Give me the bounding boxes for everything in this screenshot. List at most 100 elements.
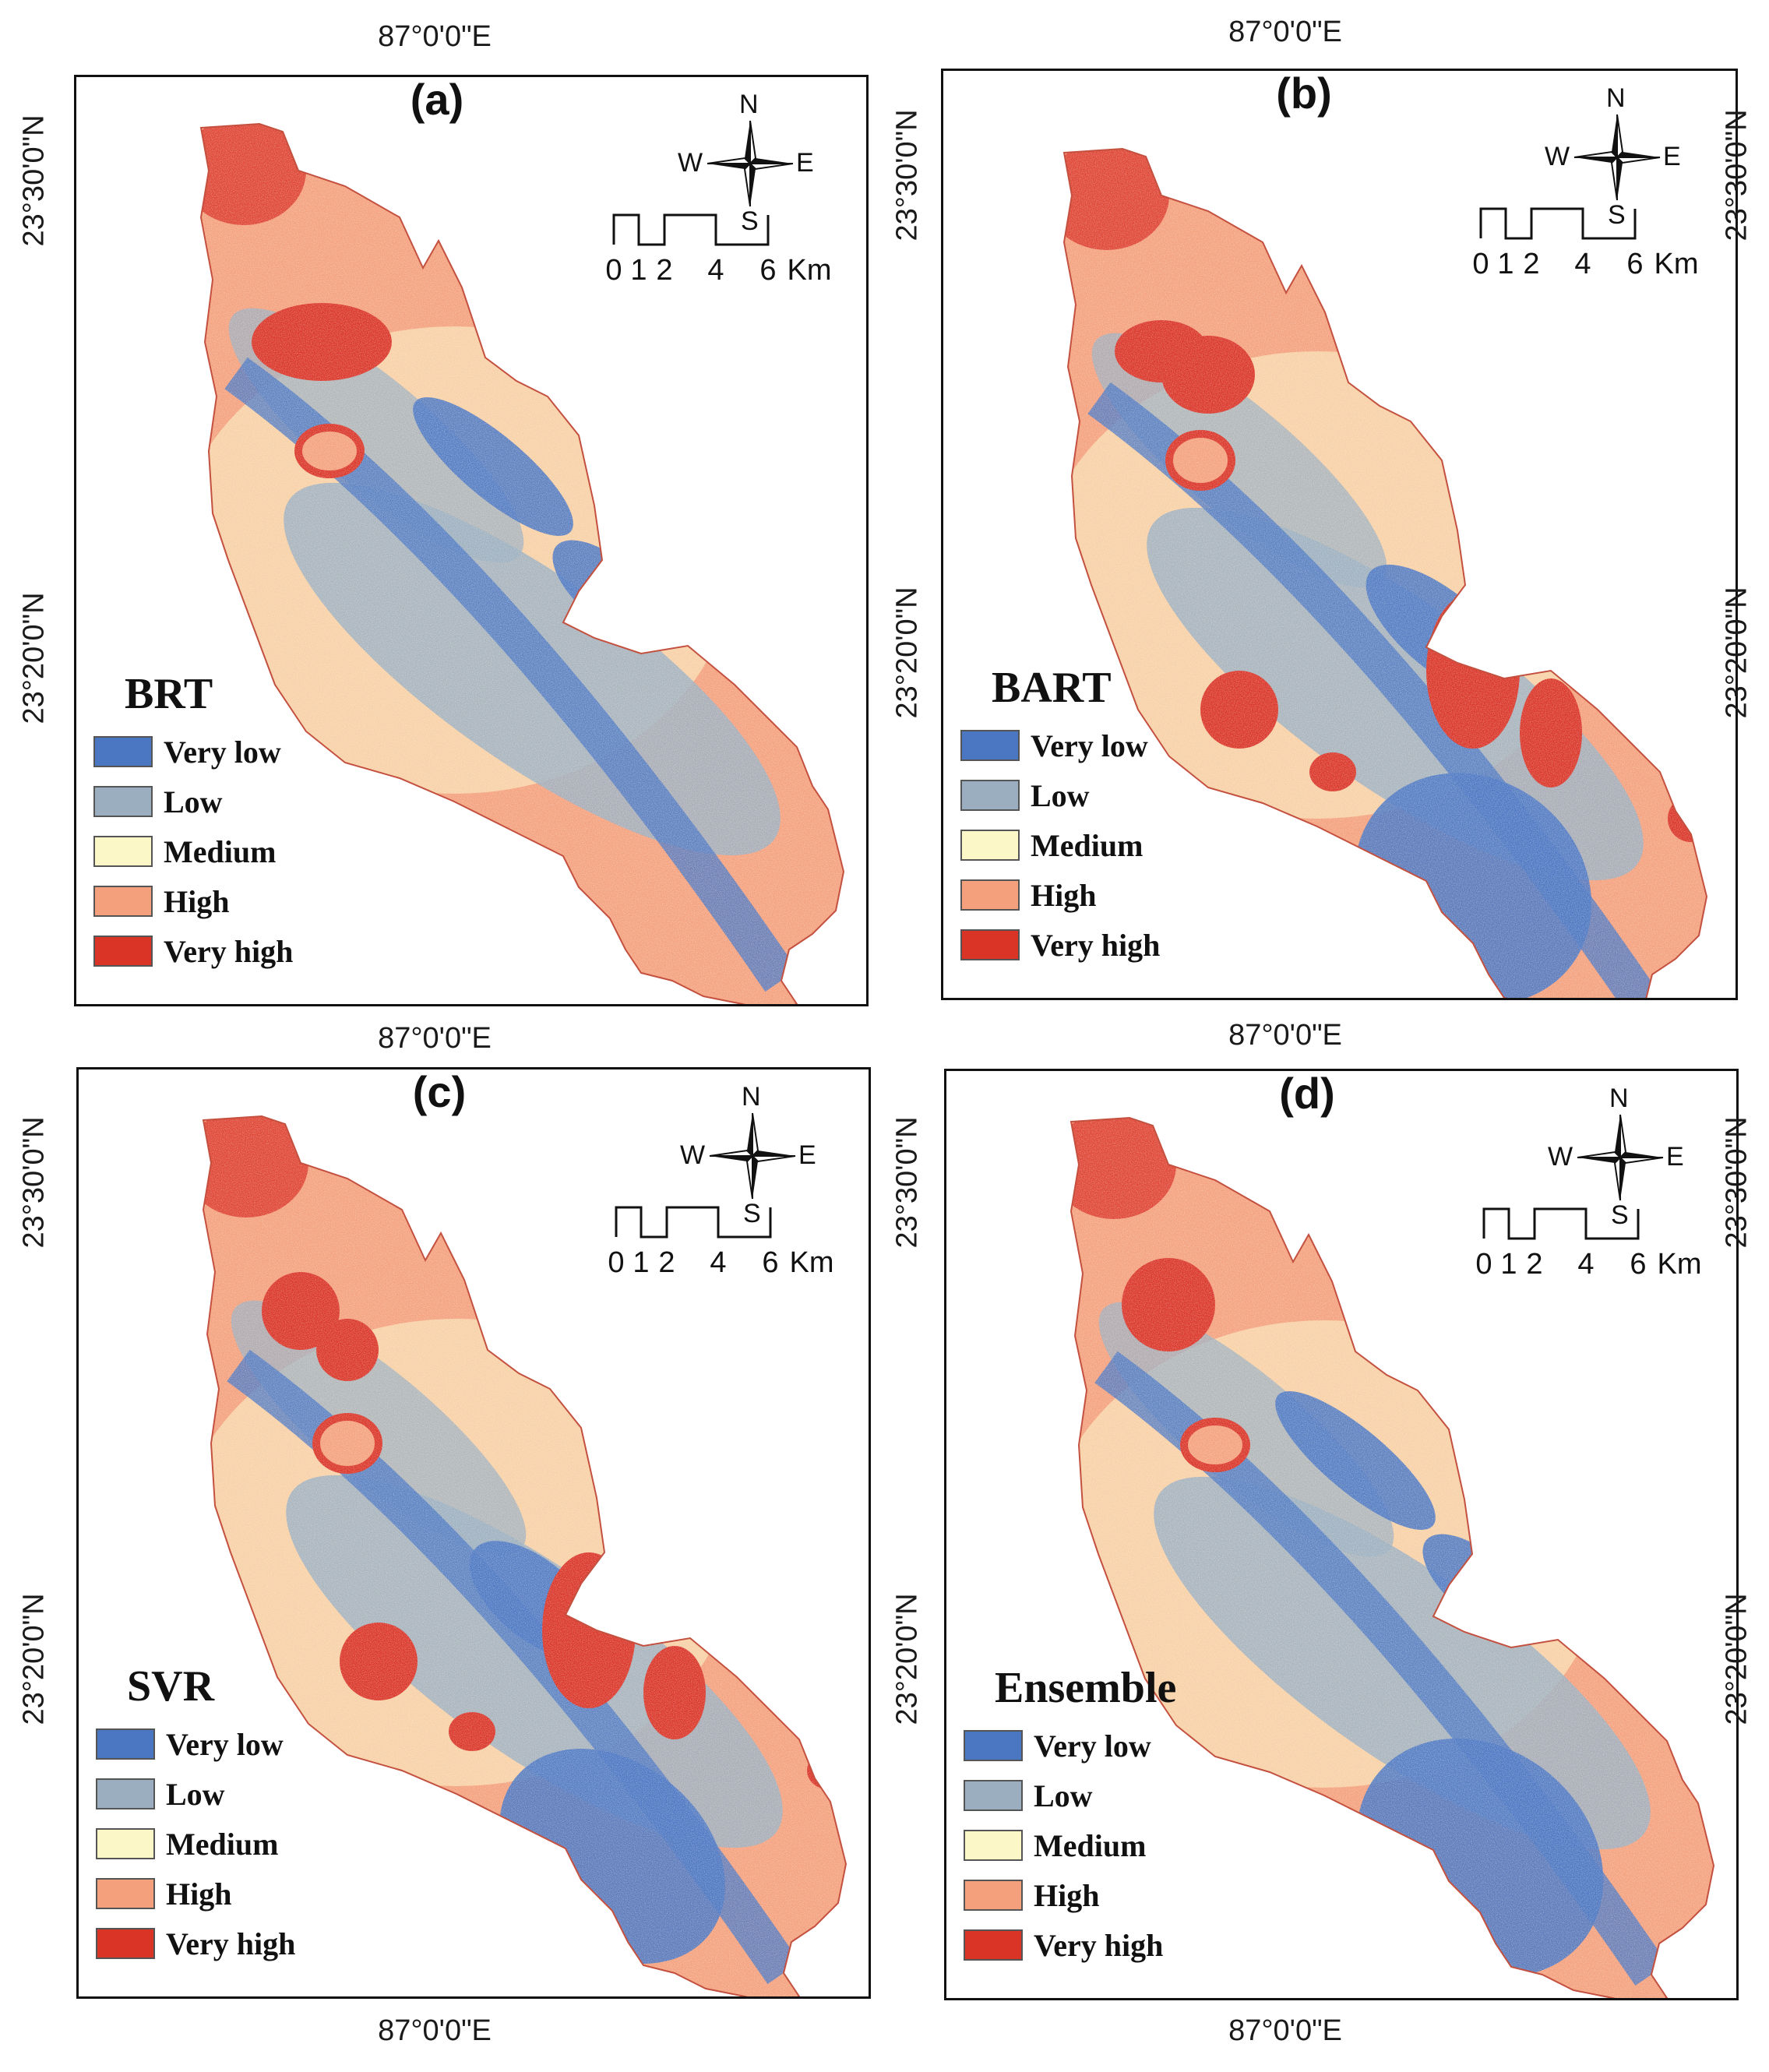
compass-e-label: E bbox=[1666, 1142, 1684, 1172]
legend-label: High bbox=[166, 1876, 232, 1912]
susceptibility-map-a bbox=[199, 122, 845, 1004]
panel-label-b: (b) bbox=[1276, 69, 1332, 118]
legend-item: Low bbox=[93, 777, 293, 826]
lon-label-bottom-a: 87°0'0"E bbox=[378, 1022, 492, 1055]
compass-n-label: N bbox=[742, 1082, 761, 1112]
legend-label: Very low bbox=[166, 1726, 284, 1762]
legend-item: Very low bbox=[93, 727, 293, 777]
compass-s-label: S bbox=[1608, 200, 1626, 230]
compass-w-label: W bbox=[680, 1140, 706, 1170]
compass-n-label: N bbox=[1609, 1084, 1629, 1113]
legend-label: High bbox=[1034, 1877, 1100, 1913]
scale-bar: 0 1 2 4 6 Km bbox=[1472, 207, 1713, 285]
legend-label: Low bbox=[1031, 777, 1090, 813]
scale-tick-label: 1 bbox=[1500, 1248, 1517, 1281]
lat-label-lower-d-right: 23°20'0"N bbox=[1720, 1593, 1753, 1725]
legend-item: High bbox=[964, 1870, 1176, 1920]
legend-d: Ensemble Very low Low Medium High Very high bbox=[964, 1663, 1176, 1970]
compass-w-label: W bbox=[678, 148, 703, 178]
legend-item: Very low bbox=[96, 1719, 295, 1769]
scale-unit-label: Km bbox=[1657, 1248, 1702, 1281]
legend-c: SVR Very low Low Medium High Very high bbox=[96, 1661, 295, 1968]
compass-s-label: S bbox=[743, 1199, 761, 1228]
susceptibility-map-c bbox=[202, 1115, 847, 1996]
compass-e-label: E bbox=[796, 148, 814, 178]
legend-item: Medium bbox=[960, 820, 1160, 870]
legend-b: BART Very low Low Medium High Very high bbox=[960, 663, 1160, 970]
map-panel-d: (d) N S W E 0 1 2 4 6 Km Ensemble Very low Low Mediu… bbox=[944, 1069, 1739, 2000]
legend-label: Very low bbox=[1034, 1728, 1151, 1764]
scale-bar: 0 1 2 4 6 Km bbox=[608, 1206, 848, 1284]
legend-swatch bbox=[964, 1880, 1023, 1911]
legend-item: Medium bbox=[96, 1819, 295, 1869]
compass-n-label: N bbox=[739, 90, 759, 119]
scale-bar: 0 1 2 4 6 Km bbox=[1475, 1207, 1716, 1285]
lat-label-upper-b-right: 23°30'0"N bbox=[1720, 109, 1753, 241]
lat-label-upper-a: 23°30'0"N bbox=[17, 115, 51, 247]
map-panel-a: (a) N S W E 0 1 2 4 6 Km BRT Very low Low Medium High… bbox=[74, 75, 869, 1006]
compass-w-label: W bbox=[1548, 1142, 1573, 1172]
legend-item: Medium bbox=[93, 826, 293, 876]
legend-swatch bbox=[93, 836, 153, 867]
scale-tick-label: 6 bbox=[1626, 248, 1644, 280]
scale-tick-label: 2 bbox=[658, 1246, 675, 1279]
map-panel-b: (b) N S W E 0 1 2 4 6 Km BART Very low Low Medium Hig… bbox=[941, 69, 1738, 1000]
legend-label: Very low bbox=[164, 734, 281, 770]
lon-label-top-a: 87°0'0"E bbox=[378, 20, 492, 53]
legend-label: Low bbox=[164, 784, 223, 819]
lat-label-lower-b-right: 23°20'0"N bbox=[1720, 587, 1753, 719]
legend-label: Very high bbox=[1034, 1927, 1164, 1963]
legend-swatch bbox=[93, 736, 153, 767]
panel-label-c: (c) bbox=[412, 1067, 467, 1116]
scale-tick-label: 4 bbox=[707, 254, 724, 287]
north-arrow-icon: N S W E bbox=[678, 90, 814, 238]
legend-swatch bbox=[96, 1878, 155, 1909]
legend-swatch bbox=[96, 1828, 155, 1859]
legend-swatch bbox=[93, 886, 153, 917]
legend-swatch bbox=[960, 879, 1020, 911]
legend-swatch bbox=[96, 1778, 155, 1809]
legend-label: Medium bbox=[164, 833, 277, 869]
legend-label: Medium bbox=[1031, 827, 1144, 863]
scale-tick-label: 1 bbox=[630, 254, 647, 287]
scale-bar: 0 1 2 4 6 Km bbox=[605, 213, 846, 291]
lat-label-upper-d: 23°30'0"N bbox=[890, 1116, 924, 1249]
scale-tick-label: 6 bbox=[1630, 1248, 1647, 1281]
lon-label-bottom-c: 87°0'0"E bbox=[378, 2014, 492, 2047]
legend-label: High bbox=[164, 883, 230, 919]
scale-tick-label: 6 bbox=[762, 1246, 779, 1279]
legend-swatch bbox=[964, 1780, 1023, 1811]
legend-swatch bbox=[96, 1728, 155, 1760]
scale-tick-label: 4 bbox=[710, 1246, 727, 1279]
lat-label-lower-c: 23°20'0"N bbox=[17, 1593, 51, 1725]
scale-tick-label: 4 bbox=[1574, 248, 1591, 280]
scale-tick-label: 0 bbox=[605, 254, 622, 287]
legend-swatch bbox=[960, 730, 1020, 761]
legend-label: Medium bbox=[1034, 1827, 1147, 1863]
compass-s-label: S bbox=[741, 206, 759, 236]
lat-label-lower-b: 23°20'0"N bbox=[890, 587, 924, 719]
susceptibility-map-d bbox=[1070, 1116, 1715, 1998]
scale-tick-label: 4 bbox=[1577, 1248, 1595, 1281]
lon-label-bottom-d: 87°0'0"E bbox=[1228, 2014, 1342, 2047]
scale-tick-label: 0 bbox=[1475, 1248, 1492, 1281]
north-arrow-icon: N S W E bbox=[1548, 1084, 1684, 1232]
lat-label-lower-d: 23°20'0"N bbox=[890, 1593, 924, 1725]
legend-swatch bbox=[960, 830, 1020, 861]
legend-swatch bbox=[964, 1830, 1023, 1861]
scale-tick-label: 6 bbox=[759, 254, 777, 287]
lon-label-top-b: 87°0'0"E bbox=[1228, 16, 1342, 48]
scale-unit-label: Km bbox=[1654, 248, 1699, 280]
legend-label: Medium bbox=[166, 1826, 279, 1862]
legend-item: Medium bbox=[964, 1820, 1176, 1870]
legend-item: Very low bbox=[964, 1721, 1176, 1771]
compass-s-label: S bbox=[1611, 1200, 1629, 1230]
legend-item: Very high bbox=[96, 1919, 295, 1968]
lat-label-upper-d-right: 23°30'0"N bbox=[1720, 1116, 1753, 1249]
scale-tick-label: 0 bbox=[608, 1246, 625, 1279]
legend-item: Very low bbox=[960, 721, 1160, 770]
legend-swatch bbox=[96, 1928, 155, 1959]
scale-unit-label: Km bbox=[787, 254, 832, 287]
lat-label-upper-c: 23°30'0"N bbox=[17, 1116, 51, 1249]
legend-item: Very high bbox=[964, 1920, 1176, 1970]
